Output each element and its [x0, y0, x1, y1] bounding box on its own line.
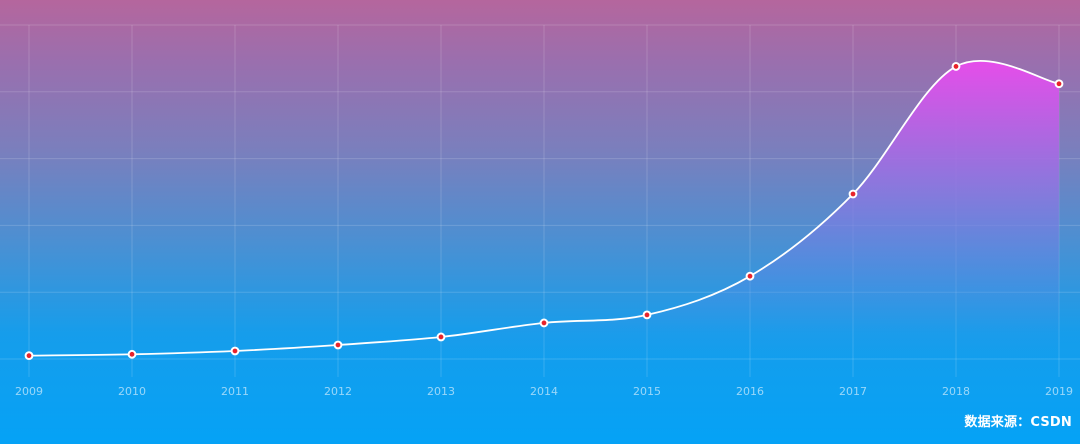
data-point-2012	[333, 340, 343, 350]
x-tick-label: 2017	[839, 385, 867, 398]
data-point-2014	[539, 318, 549, 328]
x-tick-label: 2018	[942, 385, 970, 398]
x-tick-label: 2010	[118, 385, 146, 398]
x-tick-label: 2016	[736, 385, 764, 398]
series-line	[28, 60, 1060, 357]
source-label: 数据来源：CSDN	[964, 415, 1072, 430]
x-axis-ticks: 2009 2010 2011 2012 2013 2014 2015 2016 2017 2018…	[15, 385, 1073, 398]
series-area	[29, 60, 1059, 359]
data-point-2019	[1054, 79, 1064, 89]
x-tick-label: 2015	[633, 385, 661, 398]
data-point-2015	[642, 310, 652, 320]
x-tick-label: 2019	[1045, 385, 1073, 398]
data-point-2017	[848, 189, 858, 199]
data-point-2013	[436, 332, 446, 342]
data-point-2016	[745, 271, 755, 281]
data-point-2011	[230, 346, 240, 356]
x-tick-label: 2009	[15, 385, 43, 398]
data-points	[24, 62, 1064, 361]
data-point-2009	[24, 351, 34, 361]
x-tick-label: 2014	[530, 385, 558, 398]
x-tick-label: 2012	[324, 385, 352, 398]
data-point-2010	[127, 349, 137, 359]
data-point-2018	[951, 62, 961, 71]
x-tick-label: 2011	[221, 385, 249, 398]
x-tick-label: 2013	[427, 385, 455, 398]
